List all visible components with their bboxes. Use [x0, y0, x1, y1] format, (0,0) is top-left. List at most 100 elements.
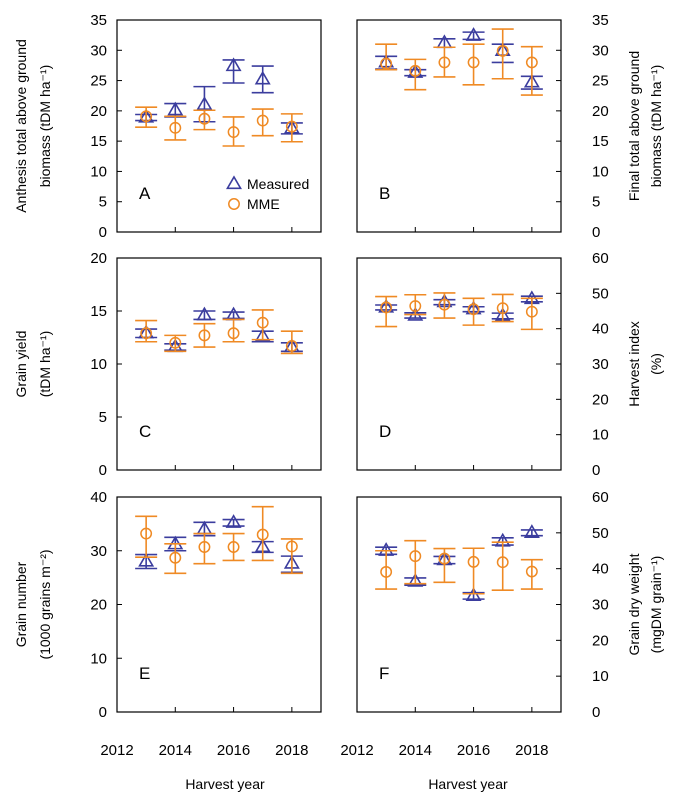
data-point-circle [467, 56, 480, 69]
data-point-circle [496, 302, 509, 315]
y-axis-label: biomass (tDM ha⁻¹) [648, 65, 664, 188]
x-axis-title-right: Harvest year [428, 776, 508, 792]
series-measured [135, 57, 303, 135]
series-measured [375, 524, 543, 602]
legend: Measured MME [226, 175, 309, 212]
data-point-circle [409, 550, 422, 563]
y-tick-label: 20 [90, 597, 107, 614]
y-tick-label: 0 [99, 462, 107, 479]
y-tick-label: 35 [90, 12, 107, 29]
data-point-triangle [225, 57, 242, 72]
series-mme [135, 309, 303, 355]
series-measured [375, 290, 543, 322]
data-point-circle [169, 121, 182, 134]
x-tick-label: 2012 [340, 742, 373, 759]
y-tick-label: 30 [592, 597, 609, 614]
data-point-circle [525, 305, 538, 318]
y-tick-label: 30 [90, 543, 107, 560]
x-axis-title-left: Harvest year [185, 776, 265, 792]
data-point-circle [380, 301, 393, 314]
data-point-circle [198, 329, 211, 342]
y-tick-label: 40 [592, 561, 609, 578]
y-tick-label: 10 [592, 668, 609, 685]
y-axis-label: Grain number [13, 561, 29, 647]
panel-letter: B [379, 184, 390, 203]
y-axis-label: (%) [648, 353, 664, 375]
y-axis-label: Harvest index [626, 321, 642, 407]
data-point-circle [525, 565, 538, 578]
y-tick-label: 15 [90, 303, 107, 320]
data-point-circle [438, 298, 451, 311]
y-tick-label: 20 [592, 391, 609, 408]
legend-mme-label: MME [247, 196, 280, 212]
y-tick-label: 30 [592, 356, 609, 373]
y-axis-label: Grain yield [13, 331, 29, 398]
y-tick-label: 20 [90, 250, 107, 267]
panel-letter: C [139, 422, 151, 441]
y-tick-label: 10 [90, 163, 107, 180]
data-point-circle [198, 112, 211, 125]
panel-letter: E [139, 664, 150, 683]
data-point-circle [169, 551, 182, 564]
data-point-circle [140, 110, 153, 123]
data-point-triangle [167, 101, 184, 116]
data-point-circle [380, 57, 393, 70]
series-mme [375, 539, 543, 595]
plot-frame [356, 19, 562, 233]
y-axis-label: (1000 grains m⁻²) [37, 549, 53, 659]
y-tick-label: 0 [99, 704, 107, 721]
y-axis-label: biomass (tDM ha⁻¹) [37, 65, 53, 188]
data-point-triangle [407, 572, 424, 587]
data-point-circle [285, 120, 298, 133]
data-point-circle [380, 565, 393, 578]
y-tick-label: 30 [592, 42, 609, 59]
y-tick-label: 0 [592, 224, 600, 241]
data-point-triangle [254, 327, 271, 342]
data-point-circle [496, 44, 509, 57]
x-tick-label: 2012 [100, 742, 133, 759]
y-tick-label: 60 [592, 489, 609, 506]
y-tick-label: 15 [592, 133, 609, 150]
legend-mme-marker [228, 198, 240, 210]
data-point-triangle [196, 306, 213, 321]
plot-frame [116, 19, 322, 233]
panel-letter: F [379, 664, 389, 683]
y-tick-label: 0 [592, 462, 600, 479]
panel-a: 0 5 10 15 20 25 30 35 Anthesis total above groun… [13, 12, 322, 241]
data-point-circle [496, 556, 509, 569]
x-axis-labels: Harvest year Harvest year [185, 776, 508, 792]
y-tick-label: 25 [592, 73, 609, 90]
y-tick-label: 10 [592, 163, 609, 180]
x-tick-label: 2014 [159, 742, 192, 759]
y-tick-label: 25 [90, 73, 107, 90]
panel-letter: A [139, 184, 151, 203]
y-axis-label: (tDM ha⁻¹) [37, 331, 53, 398]
series-mme [375, 28, 543, 96]
y-tick-label: 10 [592, 427, 609, 444]
panel-b: 0 5 10 15 20 25 30 35 Final total above ground bi… [356, 12, 664, 241]
legend-measured-marker [226, 175, 242, 190]
y-tick-label: 5 [592, 194, 600, 211]
y-tick-label: 50 [592, 525, 609, 542]
data-point-triangle [225, 514, 242, 528]
data-point-circle [409, 300, 422, 313]
data-point-circle [438, 56, 451, 69]
y-tick-label: 35 [592, 12, 609, 29]
y-tick-label: 20 [592, 632, 609, 649]
panel-letter: D [379, 422, 391, 441]
series-measured [135, 514, 303, 574]
series-mme [375, 292, 543, 331]
x-tick-label: 2016 [457, 742, 490, 759]
y-tick-label: 50 [592, 285, 609, 302]
y-tick-label: 0 [99, 224, 107, 241]
y-axis-label: Anthesis total above ground [13, 39, 29, 213]
x-tick-label: 2014 [399, 742, 432, 759]
data-point-circle [140, 527, 153, 540]
y-tick-label: 20 [90, 103, 107, 120]
data-point-circle [467, 303, 480, 316]
data-point-triangle [254, 70, 271, 85]
x-tick-label: 2018 [275, 742, 308, 759]
series-measured [135, 306, 303, 353]
panel-d: 0 10 20 30 40 50 60 Harvest index (%) D [356, 250, 664, 479]
